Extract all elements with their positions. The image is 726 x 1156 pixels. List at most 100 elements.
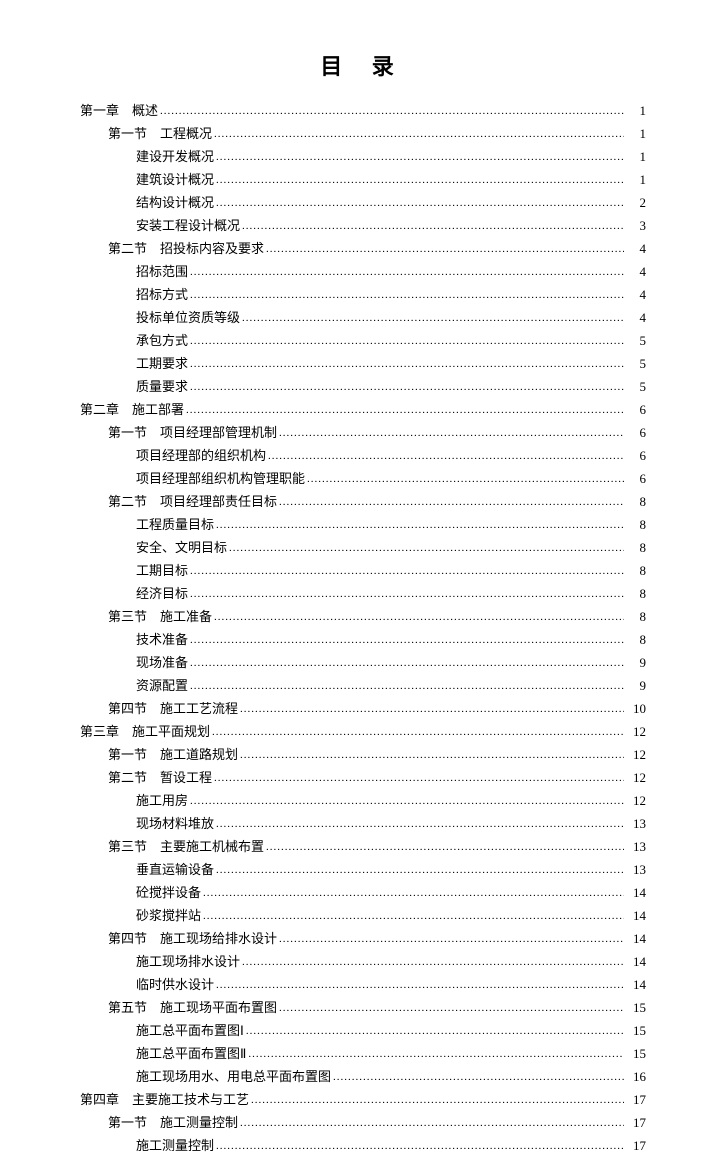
toc-entry: 项目经理部组织机构管理职能 ..........................… bbox=[80, 469, 646, 489]
toc-entry-page: 12 bbox=[626, 791, 646, 811]
toc-entry: 第一节 工程概况 ...............................… bbox=[80, 124, 646, 144]
toc-entry: 招标方式 ...................................… bbox=[80, 285, 646, 305]
toc-leader-dots: ........................................… bbox=[279, 1000, 624, 1017]
toc-leader-dots: ........................................… bbox=[190, 379, 624, 396]
toc-entry-page: 15 bbox=[626, 1044, 646, 1064]
toc-leader-dots: ........................................… bbox=[266, 241, 624, 258]
toc-entry-label: 临时供水设计 bbox=[80, 975, 214, 995]
toc-entry-page: 8 bbox=[626, 515, 646, 535]
toc-entry-label: 第三章 施工平面规划 bbox=[80, 722, 210, 742]
toc-entry-label: 砼搅拌设备 bbox=[80, 883, 201, 903]
toc-entry-label: 第一章 概述 bbox=[80, 101, 158, 121]
toc-entry: 第三节 主要施工机械布置 ...........................… bbox=[80, 837, 646, 857]
toc-entry-label: 第二章 施工部署 bbox=[80, 400, 184, 420]
toc-entry-label: 结构设计概况 bbox=[80, 193, 214, 213]
toc-leader-dots: ........................................… bbox=[268, 448, 624, 465]
toc-leader-dots: ........................................… bbox=[216, 862, 624, 879]
toc-leader-dots: ........................................… bbox=[203, 885, 624, 902]
toc-entry-label: 第三节 主要施工机械布置 bbox=[80, 837, 264, 857]
toc-entry: 安装工程设计概况 ...............................… bbox=[80, 216, 646, 236]
toc-entry-page: 8 bbox=[626, 607, 646, 627]
toc-entry-label: 资源配置 bbox=[80, 676, 188, 696]
toc-entry-page: 8 bbox=[626, 561, 646, 581]
toc-leader-dots: ........................................… bbox=[216, 816, 624, 833]
toc-leader-dots: ........................................… bbox=[240, 747, 624, 764]
toc-entry: 施工用房 ...................................… bbox=[80, 791, 646, 811]
toc-entry: 工程质量目标 .................................… bbox=[80, 515, 646, 535]
toc-entry-page: 6 bbox=[626, 469, 646, 489]
toc-entry: 承包方式 ...................................… bbox=[80, 331, 646, 351]
toc-entry-page: 13 bbox=[626, 837, 646, 857]
toc-entry: 砼搅拌设备 ..................................… bbox=[80, 883, 646, 903]
toc-leader-dots: ........................................… bbox=[190, 655, 624, 672]
toc-entry-page: 4 bbox=[626, 239, 646, 259]
toc-container: 第一章 概述 .................................… bbox=[80, 101, 646, 1156]
toc-entry: 第一节 项目经理部管理机制 ..........................… bbox=[80, 423, 646, 443]
toc-entry: 砂浆搅拌站 ..................................… bbox=[80, 906, 646, 926]
toc-entry-page: 13 bbox=[626, 860, 646, 880]
toc-entry: 第三章 施工平面规划 .............................… bbox=[80, 722, 646, 742]
toc-entry-label: 现场材料堆放 bbox=[80, 814, 214, 834]
toc-leader-dots: ........................................… bbox=[190, 356, 624, 373]
toc-entry: 第四节 施工工艺流程 .............................… bbox=[80, 699, 646, 719]
toc-entry: 第一节 施工测量控制 .............................… bbox=[80, 1113, 646, 1133]
toc-entry-page: 6 bbox=[626, 423, 646, 443]
toc-leader-dots: ........................................… bbox=[190, 563, 624, 580]
toc-entry-label: 第四章 主要施工技术与工艺 bbox=[80, 1090, 249, 1110]
toc-leader-dots: ........................................… bbox=[190, 586, 624, 603]
toc-entry-page: 1 bbox=[626, 101, 646, 121]
toc-entry-page: 6 bbox=[626, 446, 646, 466]
toc-entry-label: 砂浆搅拌站 bbox=[80, 906, 201, 926]
toc-entry: 投标单位资质等级 ...............................… bbox=[80, 308, 646, 328]
toc-leader-dots: ........................................… bbox=[216, 517, 624, 534]
toc-leader-dots: ........................................… bbox=[203, 908, 624, 925]
toc-entry: 结构设计概况 .................................… bbox=[80, 193, 646, 213]
toc-entry: 第一章 概述 .................................… bbox=[80, 101, 646, 121]
toc-entry-page: 14 bbox=[626, 883, 646, 903]
toc-entry-label: 垂直运输设备 bbox=[80, 860, 214, 880]
toc-leader-dots: ........................................… bbox=[160, 103, 624, 120]
toc-entry-page: 12 bbox=[626, 722, 646, 742]
toc-entry-page: 17 bbox=[626, 1136, 646, 1156]
toc-entry-page: 5 bbox=[626, 331, 646, 351]
toc-leader-dots: ........................................… bbox=[216, 1138, 624, 1155]
toc-entry-label: 工期目标 bbox=[80, 561, 188, 581]
toc-leader-dots: ........................................… bbox=[212, 724, 624, 741]
toc-entry: 质量要求 ...................................… bbox=[80, 377, 646, 397]
toc-entry-page: 13 bbox=[626, 814, 646, 834]
toc-leader-dots: ........................................… bbox=[190, 678, 624, 695]
toc-leader-dots: ........................................… bbox=[242, 310, 624, 327]
toc-entry-label: 项目经理部组织机构管理职能 bbox=[80, 469, 305, 489]
toc-entry: 工期要求 ...................................… bbox=[80, 354, 646, 374]
toc-entry-page: 5 bbox=[626, 377, 646, 397]
toc-leader-dots: ........................................… bbox=[190, 333, 624, 350]
toc-entry: 第三节 施工准备 ...............................… bbox=[80, 607, 646, 627]
toc-leader-dots: ........................................… bbox=[246, 1023, 624, 1040]
toc-entry: 经济目标 ...................................… bbox=[80, 584, 646, 604]
toc-entry-label: 第二节 招投标内容及要求 bbox=[80, 239, 264, 259]
toc-leader-dots: ........................................… bbox=[216, 195, 624, 212]
toc-leader-dots: ........................................… bbox=[190, 287, 624, 304]
toc-entry-label: 第四节 施工工艺流程 bbox=[80, 699, 238, 719]
toc-entry-page: 12 bbox=[626, 768, 646, 788]
toc-entry: 施工现场用水、用电总平面布置图 ........................… bbox=[80, 1067, 646, 1087]
toc-entry-label: 施工现场用水、用电总平面布置图 bbox=[80, 1067, 331, 1087]
toc-leader-dots: ........................................… bbox=[307, 471, 624, 488]
toc-entry-page: 3 bbox=[626, 216, 646, 236]
toc-entry-label: 第一节 施工道路规划 bbox=[80, 745, 238, 765]
toc-entry-label: 安全、文明目标 bbox=[80, 538, 227, 558]
toc-entry-page: 17 bbox=[626, 1090, 646, 1110]
toc-leader-dots: ........................................… bbox=[190, 264, 624, 281]
toc-entry: 第二节 项目经理部责任目标 ..........................… bbox=[80, 492, 646, 512]
toc-entry-label: 第一节 施工测量控制 bbox=[80, 1113, 238, 1133]
toc-entry-label: 施工用房 bbox=[80, 791, 188, 811]
toc-entry-label: 第二节 项目经理部责任目标 bbox=[80, 492, 277, 512]
toc-entry-page: 8 bbox=[626, 538, 646, 558]
toc-entry-label: 第五节 施工现场平面布置图 bbox=[80, 998, 277, 1018]
toc-leader-dots: ........................................… bbox=[240, 1115, 624, 1132]
toc-entry-label: 现场准备 bbox=[80, 653, 188, 673]
toc-entry-label: 招标方式 bbox=[80, 285, 188, 305]
toc-entry: 安全、文明目标 ................................… bbox=[80, 538, 646, 558]
toc-entry-label: 第四节 施工现场给排水设计 bbox=[80, 929, 277, 949]
toc-entry-page: 14 bbox=[626, 952, 646, 972]
